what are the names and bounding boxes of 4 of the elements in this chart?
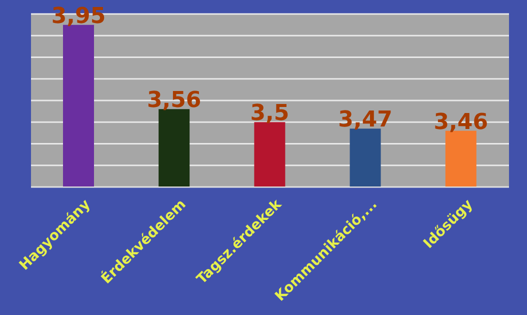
data-label: 3,46	[434, 110, 488, 135]
data-label: 3,47	[338, 108, 392, 133]
data-label: 3,5	[250, 101, 290, 126]
data-label: 3,56	[146, 88, 202, 114]
